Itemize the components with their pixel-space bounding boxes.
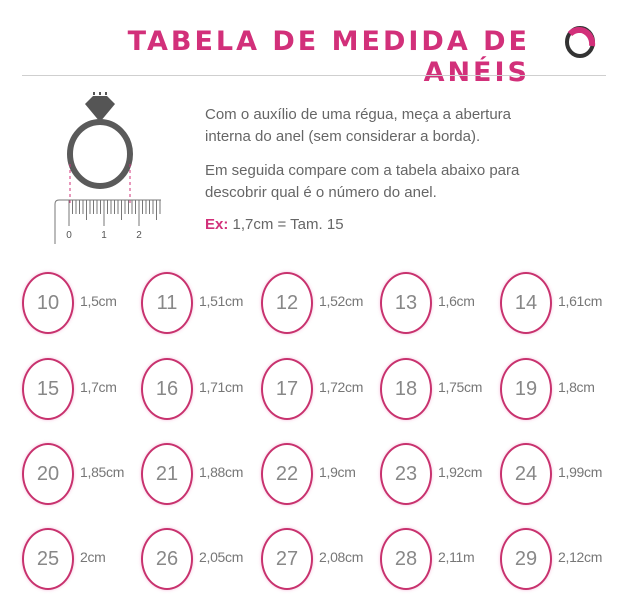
size-measure: 1,92cm [438, 464, 483, 480]
size-item: 22 1,9cm [261, 443, 381, 507]
ring-ruler-illustration: 0 1 2 [45, 91, 175, 252]
page-title: TABELA DE MEDIDA DE ANÉIS [127, 26, 530, 88]
size-item: 14 1,61cm [500, 272, 620, 336]
size-measure: 1,88cm [199, 464, 244, 480]
size-measure: 1,7cm [80, 379, 117, 395]
size-circle: 26 [141, 528, 193, 590]
ring-logo-icon [562, 24, 598, 65]
size-item: 11 1,51cm [141, 272, 261, 336]
size-item: 26 2,05cm [141, 528, 261, 592]
size-measure: 1,99cm [558, 464, 603, 480]
size-circle: 23 [380, 443, 432, 505]
size-circle: 28 [380, 528, 432, 590]
size-measure: 2,08cm [319, 549, 364, 565]
size-item: 19 1,8cm [500, 358, 620, 422]
size-circle: 12 [261, 272, 313, 334]
size-item: 18 1,75cm [380, 358, 500, 422]
size-circle: 15 [22, 358, 74, 420]
size-item: 13 1,6cm [380, 272, 500, 336]
size-measure: 1,72cm [319, 379, 364, 395]
size-circle: 17 [261, 358, 313, 420]
size-item: 28 2,11m [380, 528, 500, 592]
size-item: 27 2,08cm [261, 528, 381, 592]
size-item: 10 1,5cm [22, 272, 142, 336]
ruler-label-0: 0 [66, 230, 72, 241]
size-circle: 20 [22, 443, 74, 505]
example-text: Ex: 1,7cm = Tam. 15 [205, 216, 344, 233]
size-measure: 1,71cm [199, 379, 244, 395]
size-measure: 1,85cm [80, 464, 125, 480]
size-circle: 10 [22, 272, 74, 334]
size-item: 23 1,92cm [380, 443, 500, 507]
size-circle: 27 [261, 528, 313, 590]
size-measure: 1,8cm [558, 379, 595, 395]
size-circle: 21 [141, 443, 193, 505]
size-measure: 1,52cm [319, 293, 364, 309]
size-measure: 1,5cm [80, 293, 117, 309]
instruction-line: descobrir qual é o número do anel. [205, 184, 437, 201]
example-value: 1,7cm = Tam. 15 [228, 216, 344, 233]
instruction-line: Com o auxílio de uma régua, meça a abert… [205, 106, 511, 123]
size-measure: 2,12cm [558, 549, 603, 565]
size-item: 20 1,85cm [22, 443, 142, 507]
size-measure: 2,05cm [199, 549, 244, 565]
size-item: 12 1,52cm [261, 272, 381, 336]
size-measure: 1,9cm [319, 464, 356, 480]
size-item: 29 2,12cm [500, 528, 620, 592]
size-measure: 1,51cm [199, 293, 244, 309]
size-item: 25 2cm [22, 528, 142, 592]
size-circle: 11 [141, 272, 193, 334]
size-item: 24 1,99cm [500, 443, 620, 507]
size-item: 15 1,7cm [22, 358, 142, 422]
size-item: 17 1,72cm [261, 358, 381, 422]
size-measure: 1,75cm [438, 379, 483, 395]
size-circle: 14 [500, 272, 552, 334]
size-circle: 29 [500, 528, 552, 590]
size-measure: 2cm [80, 549, 106, 565]
instruction-line: Em seguida compare com a tabela abaixo p… [205, 162, 520, 179]
size-measure: 1,61cm [558, 293, 603, 309]
size-circle: 24 [500, 443, 552, 505]
example-label: Ex: [205, 216, 229, 233]
ruler-label-1: 1 [101, 230, 107, 241]
size-circle: 22 [261, 443, 313, 505]
ruler-label-2: 2 [136, 230, 142, 241]
size-item: 21 1,88cm [141, 443, 261, 507]
size-circle: 25 [22, 528, 74, 590]
size-circle: 18 [380, 358, 432, 420]
instruction-line: interna do anel (sem considerar a borda)… [205, 128, 481, 145]
size-circle: 16 [141, 358, 193, 420]
size-measure: 2,11m [438, 549, 475, 565]
size-measure: 1,6cm [438, 293, 475, 309]
size-circle: 19 [500, 358, 552, 420]
size-item: 16 1,71cm [141, 358, 261, 422]
divider [22, 75, 606, 76]
size-circle: 13 [380, 272, 432, 334]
